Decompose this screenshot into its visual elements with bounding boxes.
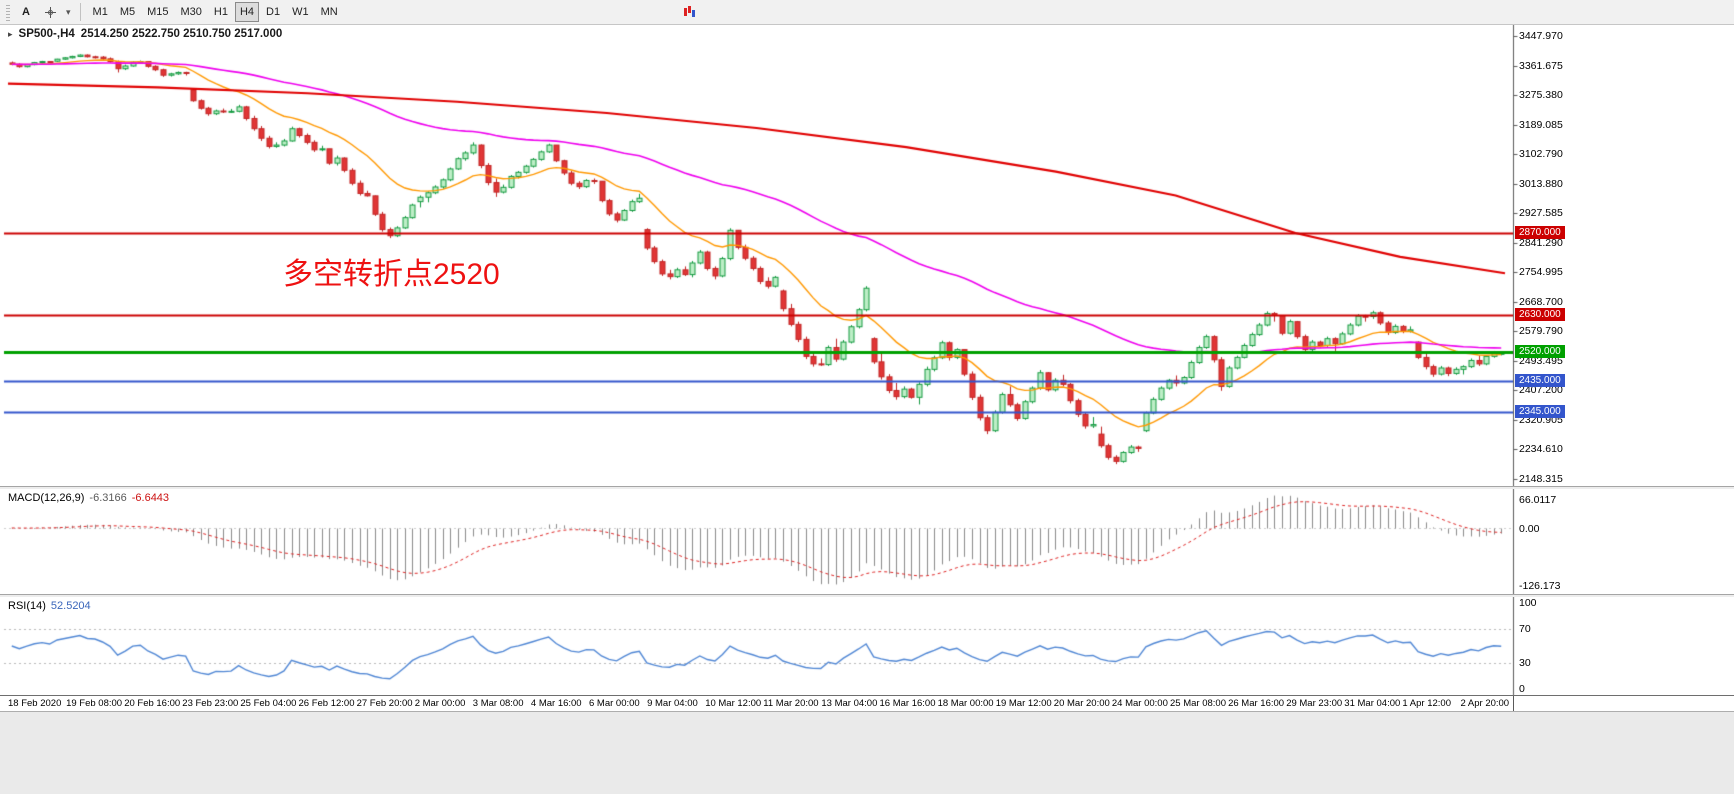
time-axis-label: 10 Mar 12:00: [705, 698, 762, 709]
pivot-annotation-text: 多空转折点2520: [283, 258, 500, 291]
time-axis-label: 1 Apr 12:00: [1402, 698, 1451, 709]
rsi-value: 52.5204: [50, 600, 91, 612]
macd-scale-label: -126.173: [1519, 580, 1561, 592]
price-tick-label: 2927.585: [1519, 207, 1563, 220]
rsi-scale-label: 100: [1519, 597, 1537, 609]
time-axis-label: 24 Mar 00:00: [1111, 698, 1168, 709]
rsi-scale-label: 30: [1519, 657, 1531, 670]
macd-name: MACD(12,26,9): [8, 492, 85, 504]
chart-title: ▸ SP500-,H4 2514.250 2522.750 2510.750 2…: [8, 28, 282, 40]
pane-divider[interactable]: [0, 486, 1734, 489]
toolbar-grip[interactable]: [6, 3, 10, 21]
time-axis[interactable]: 18 Feb 2020 19 Feb 08:00 20 Feb 16:00 23 Fe…: [0, 695, 1734, 711]
pane-divider[interactable]: [0, 594, 1734, 597]
time-axis-label: 3 Mar 08:00: [472, 698, 524, 709]
price-tick-label: 3102.790: [1519, 148, 1563, 161]
price-tick-label: 2407.200: [1519, 384, 1563, 397]
price-chart-canvas[interactable]: [0, 25, 1734, 486]
time-axis-label: 2 Apr 20:00: [1460, 698, 1510, 709]
time-axis-label: 9 Mar 04:00: [647, 698, 698, 709]
timeframe-m30-button[interactable]: M30: [176, 2, 207, 22]
time-axis-label: 20 Mar 20:00: [1053, 698, 1110, 709]
text-tool-button[interactable]: A: [15, 2, 37, 22]
timeframe-m1-button[interactable]: M1: [88, 2, 113, 22]
chart-window: ▸ SP500-,H4 2514.250 2522.750 2510.750 2…: [0, 25, 1734, 794]
timeframe-h1-button[interactable]: H1: [209, 2, 233, 22]
timeframe-m15-button[interactable]: M15: [142, 2, 173, 22]
crosshair-icon: [45, 6, 56, 18]
timeframe-h4-button[interactable]: H4: [234, 2, 260, 22]
rsi-canvas[interactable]: [0, 597, 1734, 695]
price-tick-label: 3275.380: [1519, 89, 1563, 102]
time-axis-label: 6 Mar 00:00: [589, 698, 640, 709]
timeframe-mn-button[interactable]: MN: [316, 2, 343, 22]
time-axis-label: 18 Feb 2020: [8, 698, 62, 709]
rsi-pane: RSI(14) 52.5204 100 70 30 0: [0, 597, 1734, 695]
timeframe-d1-button[interactable]: D1: [261, 2, 285, 22]
time-axis-label: 26 Feb 12:00: [298, 698, 355, 709]
price-tick-label: 2579.790: [1519, 325, 1563, 338]
price-tick-label: 2668.700: [1519, 295, 1563, 308]
price-tick-label: 2754.995: [1519, 266, 1563, 279]
bottom-strip: [0, 711, 1734, 794]
time-axis-label: 29 Mar 23:00: [1286, 698, 1343, 709]
time-axis-label: 25 Mar 08:00: [1170, 698, 1226, 709]
rsi-scale-label: 70: [1519, 622, 1531, 635]
time-axis-label: 19 Feb 08:00: [66, 698, 123, 709]
macd-signal-value: -6.6443: [131, 492, 170, 504]
macd-pane: MACD(12,26,9) -6.3166 -6.6443 66.0117 0.00 -…: [0, 489, 1734, 594]
chart-symbol-period: SP500-,H4: [18, 28, 75, 40]
time-axis-label: 27 Feb 20:00: [356, 698, 413, 709]
macd-canvas[interactable]: [0, 489, 1734, 594]
macd-label: MACD(12,26,9) -6.3166 -6.6443: [8, 492, 169, 504]
hline-price-tag: 2870.000: [1515, 226, 1565, 239]
macd-main-value: -6.3166: [89, 492, 127, 504]
time-axis-label: 2 Mar 00:00: [414, 698, 466, 709]
toolbar: A ▾ M1 M5 M15 M30 H1 H4 D1 W1 MN: [0, 0, 1734, 25]
axis-border: [1513, 696, 1514, 711]
price-tick-label: 3447.970: [1519, 30, 1563, 42]
chart-pointer-icon: ▸: [8, 28, 13, 39]
price-tick-label: 2148.315: [1519, 473, 1563, 485]
timeframe-m5-button[interactable]: M5: [115, 2, 140, 22]
time-axis-label: 4 Mar 16:00: [530, 698, 582, 709]
time-axis-label: 31 Mar 04:00: [1344, 698, 1401, 709]
time-axis-label: 20 Feb 16:00: [124, 698, 181, 709]
price-chart-pane: ▸ SP500-,H4 2514.250 2522.750 2510.750 2…: [0, 25, 1734, 486]
price-tick-label: 2841.290: [1519, 236, 1563, 249]
macd-scale-label: 66.0117: [1519, 494, 1557, 506]
hline-price-tag: 2435.000: [1515, 374, 1565, 388]
rsi-scale-label: 0: [1519, 683, 1525, 695]
price-tick-label: 2234.610: [1519, 443, 1563, 456]
hline-price-tag: 2345.000: [1515, 404, 1565, 418]
timeframe-w1-button[interactable]: W1: [287, 2, 314, 22]
time-axis-label: 26 Mar 16:00: [1228, 698, 1285, 709]
time-axis-label: 11 Mar 20:00: [763, 698, 819, 709]
rsi-name: RSI(14): [8, 600, 46, 612]
price-tick-label: 3013.880: [1519, 177, 1563, 190]
hline-price-tag: 2630.000: [1515, 307, 1565, 321]
time-axis-label: 16 Mar 16:00: [879, 698, 936, 709]
toolbar-separator: [79, 3, 81, 21]
macd-scale-label: 0.00: [1519, 522, 1540, 535]
time-axis-label: 25 Feb 04:00: [240, 698, 297, 709]
time-axis-label: 19 Mar 12:00: [995, 698, 1052, 709]
time-axis-label: 13 Mar 04:00: [821, 698, 878, 709]
price-tick-label: 3189.085: [1519, 118, 1563, 131]
rsi-label: RSI(14) 52.5204: [8, 600, 91, 612]
dropdown-caret-icon[interactable]: ▾: [66, 6, 71, 17]
time-axis-label: 18 Mar 00:00: [937, 698, 994, 709]
mini-chart-icon[interactable]: [681, 4, 697, 20]
chart-current-ohlc: 2514.250 2522.750 2510.750 2517.000: [80, 28, 283, 40]
time-axis-label: 23 Feb 23:00: [182, 698, 239, 709]
price-tick-label: 3361.675: [1519, 59, 1563, 72]
hline-price-tag: 2520.000: [1515, 345, 1565, 359]
crosshair-tool-button[interactable]: [39, 2, 62, 22]
